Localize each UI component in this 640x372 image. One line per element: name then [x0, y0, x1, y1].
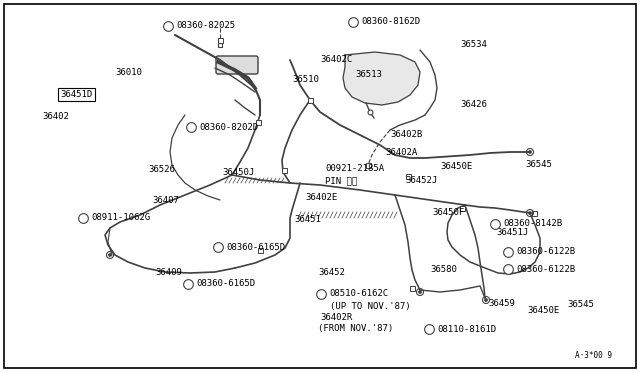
Text: (UP TO NOV.'87): (UP TO NOV.'87) [330, 302, 411, 311]
Text: S: S [166, 23, 170, 29]
Text: 36545: 36545 [567, 300, 594, 309]
Text: 36402B: 36402B [390, 130, 422, 139]
Text: 08360-8202D: 08360-8202D [199, 122, 258, 131]
Text: 36450E: 36450E [527, 306, 559, 315]
Polygon shape [343, 52, 420, 105]
Text: 36452J: 36452J [405, 176, 437, 185]
Bar [307, 97, 312, 103]
Bar [218, 38, 223, 42]
Text: 08360-6122B: 08360-6122B [516, 247, 575, 257]
Text: 08360-6165D: 08360-6165D [226, 243, 285, 251]
Text: S: S [189, 125, 193, 129]
Text: S: S [506, 266, 510, 272]
Circle shape [109, 254, 111, 256]
Text: 08360-6165D: 08360-6165D [196, 279, 255, 289]
Text: S: S [506, 250, 510, 254]
Text: 08360-8162D: 08360-8162D [361, 17, 420, 26]
Text: 36513: 36513 [355, 70, 382, 79]
Text: S: S [186, 282, 190, 286]
Bar [410, 285, 415, 291]
Text: 36534: 36534 [460, 40, 487, 49]
Text: 36426: 36426 [460, 100, 487, 109]
Text: S: S [427, 327, 431, 331]
Text: 36407: 36407 [152, 196, 179, 205]
Circle shape [529, 212, 531, 214]
Text: 36510: 36510 [292, 75, 319, 84]
Text: 36526: 36526 [148, 165, 175, 174]
Text: 36010: 36010 [115, 68, 142, 77]
Bar [406, 173, 410, 179]
Text: 00921-2185A: 00921-2185A [325, 164, 384, 173]
Text: 36545: 36545 [525, 160, 552, 169]
Text: 36450E: 36450E [440, 162, 472, 171]
Text: 36450F: 36450F [432, 208, 464, 217]
Text: 36402: 36402 [42, 112, 69, 121]
Bar [460, 205, 465, 211]
Text: 36451: 36451 [294, 215, 321, 224]
Bar [365, 163, 371, 167]
Text: PIN ピン: PIN ピン [325, 176, 357, 185]
Bar [282, 167, 287, 173]
FancyBboxPatch shape [216, 56, 258, 74]
Text: A·3*00 9: A·3*00 9 [575, 351, 612, 360]
Text: S: S [351, 19, 355, 25]
Text: (FROM NOV.'87): (FROM NOV.'87) [318, 324, 393, 333]
Text: S: S [319, 292, 323, 296]
Text: 36402A: 36402A [385, 148, 417, 157]
Text: N: N [80, 215, 86, 221]
Text: 36402C: 36402C [320, 55, 352, 64]
Circle shape [529, 151, 531, 153]
Text: 36450J: 36450J [222, 168, 254, 177]
Text: 36451J: 36451J [496, 228, 528, 237]
Text: 36451D: 36451D [60, 90, 92, 99]
Bar [257, 247, 262, 253]
Text: 36459: 36459 [488, 299, 515, 308]
Text: 36580: 36580 [430, 265, 457, 274]
Text: 36452: 36452 [318, 268, 345, 277]
Text: 36402E: 36402E [305, 193, 337, 202]
Text: 08110-8161D: 08110-8161D [437, 324, 496, 334]
Text: 08510-6162C: 08510-6162C [329, 289, 388, 298]
Bar [255, 119, 260, 125]
Text: 08360-6122B: 08360-6122B [516, 264, 575, 273]
Circle shape [419, 291, 421, 293]
Text: S: S [493, 221, 497, 227]
Text: S: S [216, 244, 220, 250]
Bar [531, 211, 536, 215]
Circle shape [485, 299, 487, 301]
Text: 08360-82025: 08360-82025 [176, 22, 235, 31]
Text: 36409: 36409 [155, 268, 182, 277]
Text: 36402R: 36402R [320, 313, 352, 322]
Text: 08911-1062G: 08911-1062G [91, 214, 150, 222]
Text: 08360-8142B: 08360-8142B [503, 219, 562, 228]
